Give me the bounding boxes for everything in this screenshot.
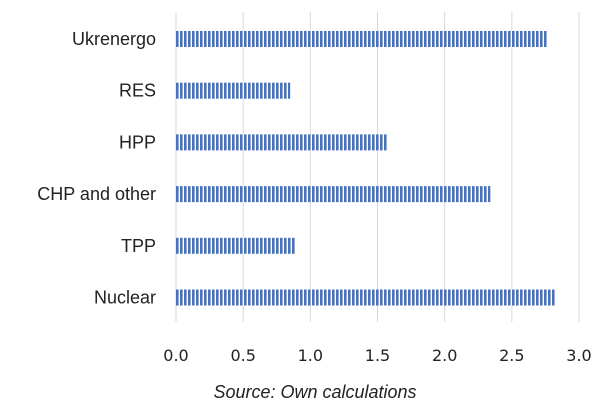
x-tick-label: 2.5 (499, 346, 524, 365)
x-tick-label: 1.5 (365, 346, 390, 365)
bar-ukrenergo (176, 31, 547, 47)
bar-nuclear (176, 289, 555, 306)
bars-group (176, 31, 555, 306)
x-tick-label: 0.0 (163, 346, 188, 365)
category-label: CHP and other (37, 184, 156, 204)
bar-tpp (176, 237, 296, 254)
bar-hpp (176, 134, 387, 151)
category-label: Ukrenergo (72, 29, 156, 49)
category-label: TPP (121, 236, 156, 256)
x-tick-label: 2.0 (432, 346, 457, 365)
category-labels: Ukrenergo RES HPP CHP and other TPP Nuclear (37, 29, 156, 308)
category-label: Nuclear (94, 288, 156, 308)
bar-chp-and-other (176, 186, 491, 203)
source-caption: Source: Own calculations (213, 382, 417, 402)
x-tick-label: 0.5 (230, 346, 255, 365)
category-label: RES (119, 81, 156, 101)
x-tick-labels: 0.0 0.5 1.0 1.5 2.0 2.5 3.0 (163, 346, 591, 365)
x-tick-label: 3.0 (566, 346, 591, 365)
gridlines (175, 12, 580, 322)
bar-res (176, 82, 291, 99)
category-label: HPP (119, 132, 156, 152)
x-tick-label: 1.0 (298, 346, 323, 365)
